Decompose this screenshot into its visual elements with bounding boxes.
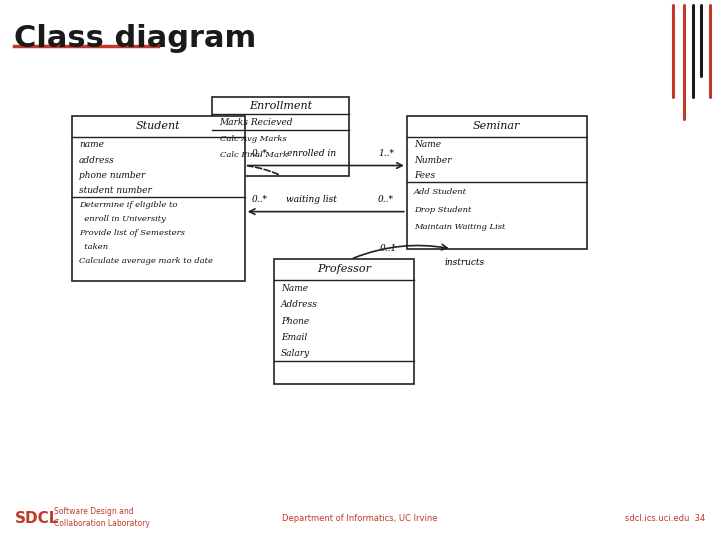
Text: Name: Name [281,284,308,293]
Text: Calc Final Mark: Calc Final Mark [220,151,288,159]
Text: Calculate average mark to date: Calculate average mark to date [79,257,213,265]
FancyBboxPatch shape [72,116,245,281]
Text: enrolled in: enrolled in [287,149,336,158]
Text: Enrollment: Enrollment [249,101,312,111]
Text: Marks Recieved: Marks Recieved [220,118,293,127]
Text: Collaboration Laboratory: Collaboration Laboratory [54,519,150,528]
Text: waiting list: waiting list [286,195,337,204]
Text: Determine if eligible to: Determine if eligible to [79,201,178,209]
Text: 0..1: 0..1 [379,244,397,253]
Text: Calc Avg Marks: Calc Avg Marks [220,134,287,143]
Text: instructs: instructs [444,258,485,267]
Text: 1..*: 1..* [378,149,394,158]
Text: enroll in University: enroll in University [79,215,166,223]
FancyBboxPatch shape [274,259,414,384]
Text: Maintain Waiting List: Maintain Waiting List [414,224,505,232]
Text: Class diagram: Class diagram [14,24,256,53]
FancyBboxPatch shape [212,97,349,176]
Text: Seminar: Seminar [473,122,521,131]
Text: SDCL: SDCL [14,511,59,526]
Text: Address: Address [281,300,318,309]
Text: Fees: Fees [414,171,435,180]
Text: student number: student number [79,186,152,195]
Text: Phone: Phone [281,316,309,326]
Text: Department of Informatics, UC Irvine: Department of Informatics, UC Irvine [282,514,438,523]
Text: phone number: phone number [79,171,145,180]
Text: Student: Student [136,122,181,131]
Text: 0..*: 0..* [378,195,394,204]
Text: Email: Email [281,333,307,342]
Text: Number: Number [414,156,451,165]
Text: Software Design and: Software Design and [54,507,134,516]
Text: sdcl.ics.uci.edu  34: sdcl.ics.uci.edu 34 [626,514,706,523]
Text: address: address [79,156,115,165]
Text: Provide list of Semesters: Provide list of Semesters [79,229,185,237]
Text: Salary: Salary [281,349,310,358]
Text: Add Student: Add Student [414,188,467,196]
Text: Professor: Professor [317,265,371,274]
Text: Drop Student: Drop Student [414,206,472,214]
Text: Name: Name [414,140,441,150]
Text: 0..*: 0..* [252,195,268,204]
FancyBboxPatch shape [407,116,587,249]
Text: 0..*: 0..* [252,149,268,158]
Text: taken: taken [79,243,108,251]
Text: name: name [79,140,104,150]
